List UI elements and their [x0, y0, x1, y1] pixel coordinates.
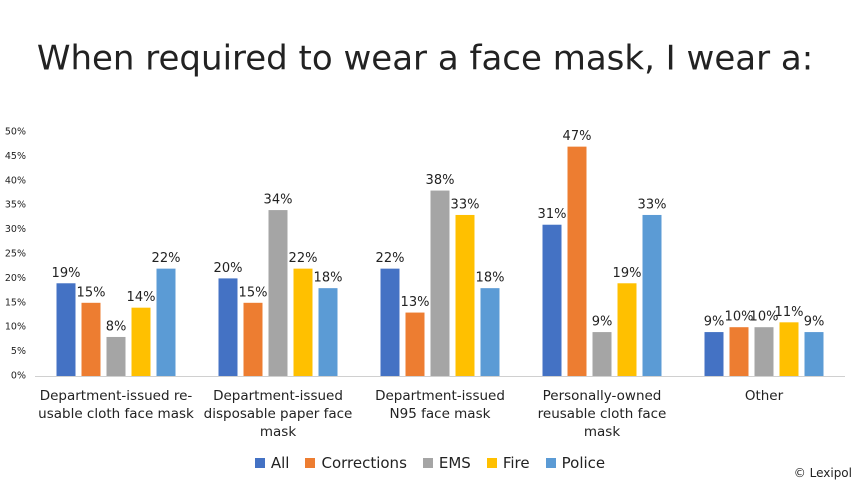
bar [81, 302, 101, 376]
bar [592, 332, 612, 376]
bar [704, 332, 724, 376]
legend-item: Fire [486, 454, 530, 472]
legend-swatch [305, 458, 316, 468]
x-tick-label: Department-issued disposable paper face … [203, 388, 353, 440]
legend-swatch [545, 458, 556, 468]
data-label: 9% [804, 315, 825, 330]
legend-swatch [254, 458, 265, 468]
legend-label: EMS [438, 454, 471, 472]
legend-label: Fire [502, 454, 530, 472]
bar [268, 210, 288, 376]
y-tick-label: 50% [5, 127, 26, 138]
data-label: 11% [775, 305, 804, 320]
bar [542, 224, 562, 376]
bar [567, 146, 587, 376]
y-tick-label: 45% [5, 151, 26, 162]
data-label: 47% [563, 129, 592, 144]
bar [243, 302, 263, 376]
bar [405, 312, 425, 376]
data-label: 34% [264, 193, 293, 208]
legend-label: All [270, 454, 290, 472]
bar [218, 278, 238, 376]
y-tick-label: 25% [5, 249, 26, 260]
data-label: 10% [725, 310, 754, 325]
data-label: 31% [538, 207, 567, 222]
y-tick-label: 10% [5, 322, 26, 333]
data-label: 33% [638, 197, 667, 212]
legend-label: Corrections [321, 454, 407, 472]
y-tick-label: 30% [5, 224, 26, 235]
data-label: 18% [314, 271, 343, 286]
data-label: 19% [613, 266, 642, 281]
bar [156, 268, 176, 376]
data-label: 22% [152, 251, 181, 266]
x-tick-label: Department-issued re-usable cloth face m… [38, 388, 194, 422]
bar [318, 288, 338, 376]
data-label: 13% [401, 295, 430, 310]
legend-label: Police [561, 454, 606, 472]
legend-swatch [486, 458, 497, 468]
y-tick-label: 5% [11, 346, 26, 357]
bar [380, 268, 400, 376]
data-label: 15% [239, 285, 268, 300]
bar [754, 327, 774, 376]
legend-item: All [254, 454, 290, 472]
data-label: 9% [704, 315, 725, 330]
bar [293, 268, 313, 376]
chart-title: When required to wear a face mask, I wea… [37, 39, 813, 79]
bar [779, 322, 799, 376]
data-label: 22% [376, 251, 405, 266]
legend: All Corrections EMS Fire Police [0, 454, 860, 472]
data-label: 18% [476, 271, 505, 286]
bar [56, 283, 76, 376]
bar [617, 283, 637, 376]
bar [729, 327, 749, 376]
data-label: 19% [52, 266, 81, 281]
y-tick-label: 35% [5, 200, 26, 211]
data-label: 8% [106, 319, 127, 334]
data-label: 10% [750, 310, 779, 325]
data-label: 14% [127, 290, 156, 305]
legend-item: EMS [422, 454, 471, 472]
data-label: 15% [77, 285, 106, 300]
bar [131, 307, 151, 376]
y-tick-label: 20% [5, 273, 26, 284]
legend-swatch [422, 458, 433, 468]
x-tick-label: Personally-owned reusable cloth face mas… [537, 388, 667, 440]
x-tick-label: Other [744, 388, 784, 404]
bar [106, 336, 126, 376]
bar [480, 288, 500, 376]
legend-item: Corrections [305, 454, 407, 472]
data-label: 38% [426, 173, 455, 188]
bar [642, 214, 662, 376]
y-tick-label: 15% [5, 297, 26, 308]
credit: © Lexipol [793, 466, 852, 480]
y-tick-label: 40% [5, 175, 26, 186]
data-label: 9% [592, 315, 613, 330]
data-label: 20% [214, 261, 243, 276]
data-label: 33% [451, 197, 480, 212]
x-tick-label: Department-issued N95 face mask [375, 388, 505, 422]
legend-item: Police [545, 454, 606, 472]
data-label: 22% [289, 251, 318, 266]
y-tick-label: 0% [11, 371, 26, 382]
bar [804, 332, 824, 376]
bar [430, 190, 450, 376]
bar [455, 214, 475, 376]
